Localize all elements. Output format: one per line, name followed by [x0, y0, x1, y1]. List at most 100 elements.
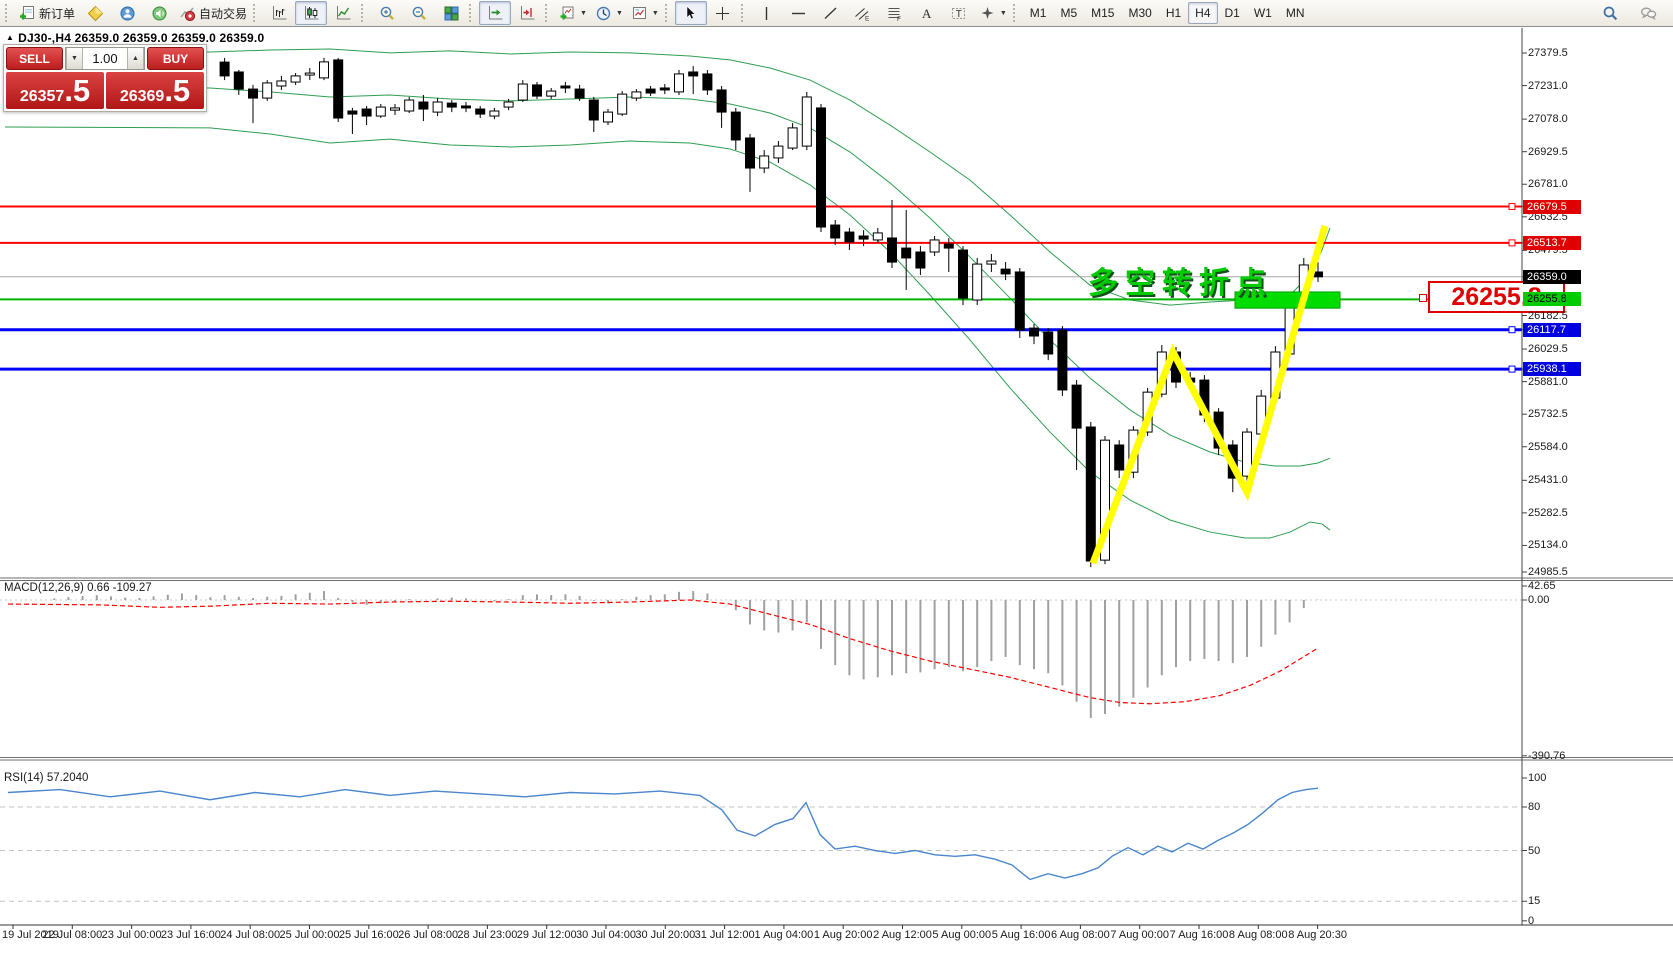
candle-bear: [858, 235, 869, 240]
sounds-button[interactable]: [143, 1, 175, 25]
periods-button[interactable]: ▼: [591, 1, 627, 25]
horizontal-line-button[interactable]: [783, 1, 815, 25]
buy-button[interactable]: BUY: [147, 47, 204, 70]
time-tick-label: 1 Aug 20:00: [813, 929, 873, 941]
line-end-marker: [1508, 365, 1516, 373]
timeframe-m1-button[interactable]: M1: [1029, 6, 1047, 20]
zoom-in-button[interactable]: [371, 1, 403, 25]
toolbar-grip: [664, 4, 671, 22]
zigzag-trendline[interactable]: [1089, 224, 1329, 565]
toolbar-grip: [361, 4, 367, 22]
time-tick-label: 8 Aug 08:00: [1228, 929, 1288, 941]
sounds-icon: [151, 5, 168, 22]
chart-annotation-text[interactable]: 多空转折点: [1088, 267, 1273, 300]
cursor-button[interactable]: [674, 1, 707, 25]
candlestick-button[interactable]: [295, 1, 328, 25]
candle-bear: [347, 110, 358, 115]
zoom-out-icon: [411, 5, 428, 22]
trendline-button[interactable]: [815, 1, 847, 25]
candle-bull: [546, 90, 557, 97]
tile-windows-button[interactable]: [435, 1, 467, 25]
candle-bear: [233, 71, 244, 90]
channel-icon: E: [854, 5, 871, 22]
time-tick-label: 1 Aug 04:00: [754, 929, 814, 941]
text-button[interactable]: A: [911, 1, 943, 25]
price-badge-26679.5: 26679.5: [1523, 199, 1581, 214]
rsi-tick-label: 50: [1528, 844, 1541, 857]
candle-bear: [716, 89, 727, 113]
autotrading-icon: [179, 5, 196, 22]
new-order-icon: [19, 5, 36, 22]
bollinger-lower-band: [4, 126, 1331, 539]
channel-button[interactable]: E: [847, 1, 879, 25]
zoom-out-button[interactable]: [403, 1, 435, 25]
time-tick-label: 5 Aug 16:00: [991, 929, 1051, 941]
timeframe-w1-button[interactable]: W1: [1253, 6, 1272, 20]
candle-bear: [816, 107, 826, 228]
community-button[interactable]: [111, 1, 143, 25]
toolbar-right: [1594, 1, 1664, 25]
rsi-label: RSI(14) 57.2040: [4, 772, 89, 784]
chart-shift-button[interactable]: [511, 1, 543, 25]
price-callout-anchor[interactable]: [1419, 294, 1427, 302]
text-label-icon: T: [950, 5, 967, 22]
indicators-button[interactable]: ▼: [555, 1, 591, 25]
collapse-arrow-icon[interactable]: ▲: [6, 33, 15, 42]
price-tick-label: 26781.0: [1528, 178, 1568, 191]
candle-bear: [702, 73, 713, 91]
price-badge-26513.7: 26513.7: [1523, 235, 1581, 250]
rsi-tick-label: 100: [1528, 772, 1547, 784]
auto-scroll-button[interactable]: [479, 1, 512, 25]
timeframe-d1-button[interactable]: D1: [1224, 6, 1240, 20]
zoom-in-icon: [379, 5, 396, 22]
candle-bear: [730, 111, 741, 141]
timeframe-h1-button[interactable]: H1: [1165, 6, 1182, 20]
candle-bull: [404, 99, 415, 112]
price-tick-label: 26929.5: [1528, 145, 1568, 158]
shapes-button[interactable]: ▼: [975, 1, 1011, 25]
line-end-marker: [1508, 326, 1516, 334]
toolbar-grip: [5, 4, 11, 22]
timeframe-h4-button[interactable]: H4: [1188, 2, 1218, 24]
new-order-button-label: 新订单: [39, 6, 76, 21]
price-badge-26359.0: 26359.0: [1523, 269, 1581, 284]
time-tick-label: 30 Jul 20:00: [635, 929, 696, 941]
vertical-line-button[interactable]: [751, 1, 783, 25]
templates-button[interactable]: ▼: [627, 1, 663, 25]
timeframe-mn-button[interactable]: MN: [1285, 6, 1305, 20]
price-tick-label: 25282.5: [1528, 506, 1568, 519]
time-tick-label: 30 Jul 04:00: [576, 929, 636, 941]
timeframe-m30-button[interactable]: M30: [1128, 6, 1152, 20]
text-label-button[interactable]: T: [943, 1, 975, 25]
bar-chart-icon: [271, 5, 288, 22]
bar-chart-button[interactable]: [263, 1, 295, 25]
highlight-rectangle[interactable]: [1234, 291, 1341, 309]
candle-bear: [745, 137, 755, 169]
candle-bull: [773, 145, 784, 159]
autotrading-button[interactable]: 自动交易: [175, 1, 251, 25]
candle-bear: [1057, 329, 1068, 391]
timeframe-m15-button[interactable]: M15: [1091, 6, 1115, 20]
sell-price-display[interactable]: 26357.5: [6, 72, 104, 109]
crosshair-icon: [714, 5, 731, 22]
timeframe-m5-button[interactable]: M5: [1060, 6, 1078, 20]
price-tick-label: 25584.0: [1528, 440, 1568, 453]
volume-up-button[interactable]: ▲: [127, 48, 144, 69]
autotrading-button-label: 自动交易: [199, 6, 248, 21]
metaeditor-button[interactable]: [79, 1, 111, 25]
toolbar-grip: [545, 4, 551, 22]
time-tick-label: 23 Jul 00:00: [101, 929, 162, 941]
one-click-trading-panel: SELL ▼ 1.00 ▲ BUY 26357.5 26369.5: [3, 44, 207, 112]
buy-price-display[interactable]: 26369.5: [106, 72, 204, 109]
chat-button[interactable]: [1632, 1, 1664, 25]
volume-input[interactable]: 1.00: [83, 48, 127, 69]
search-button[interactable]: [1594, 1, 1626, 25]
line-chart-button[interactable]: [327, 1, 359, 25]
sell-button[interactable]: SELL: [6, 47, 63, 70]
volume-down-button[interactable]: ▼: [66, 48, 83, 69]
new-order-button[interactable]: 新订单: [15, 1, 79, 25]
macd-label: MACD(12,26,9) 0.66 -109.27: [4, 582, 152, 594]
fibonacci-button[interactable]: F: [879, 1, 911, 25]
crosshair-button[interactable]: [707, 1, 739, 25]
